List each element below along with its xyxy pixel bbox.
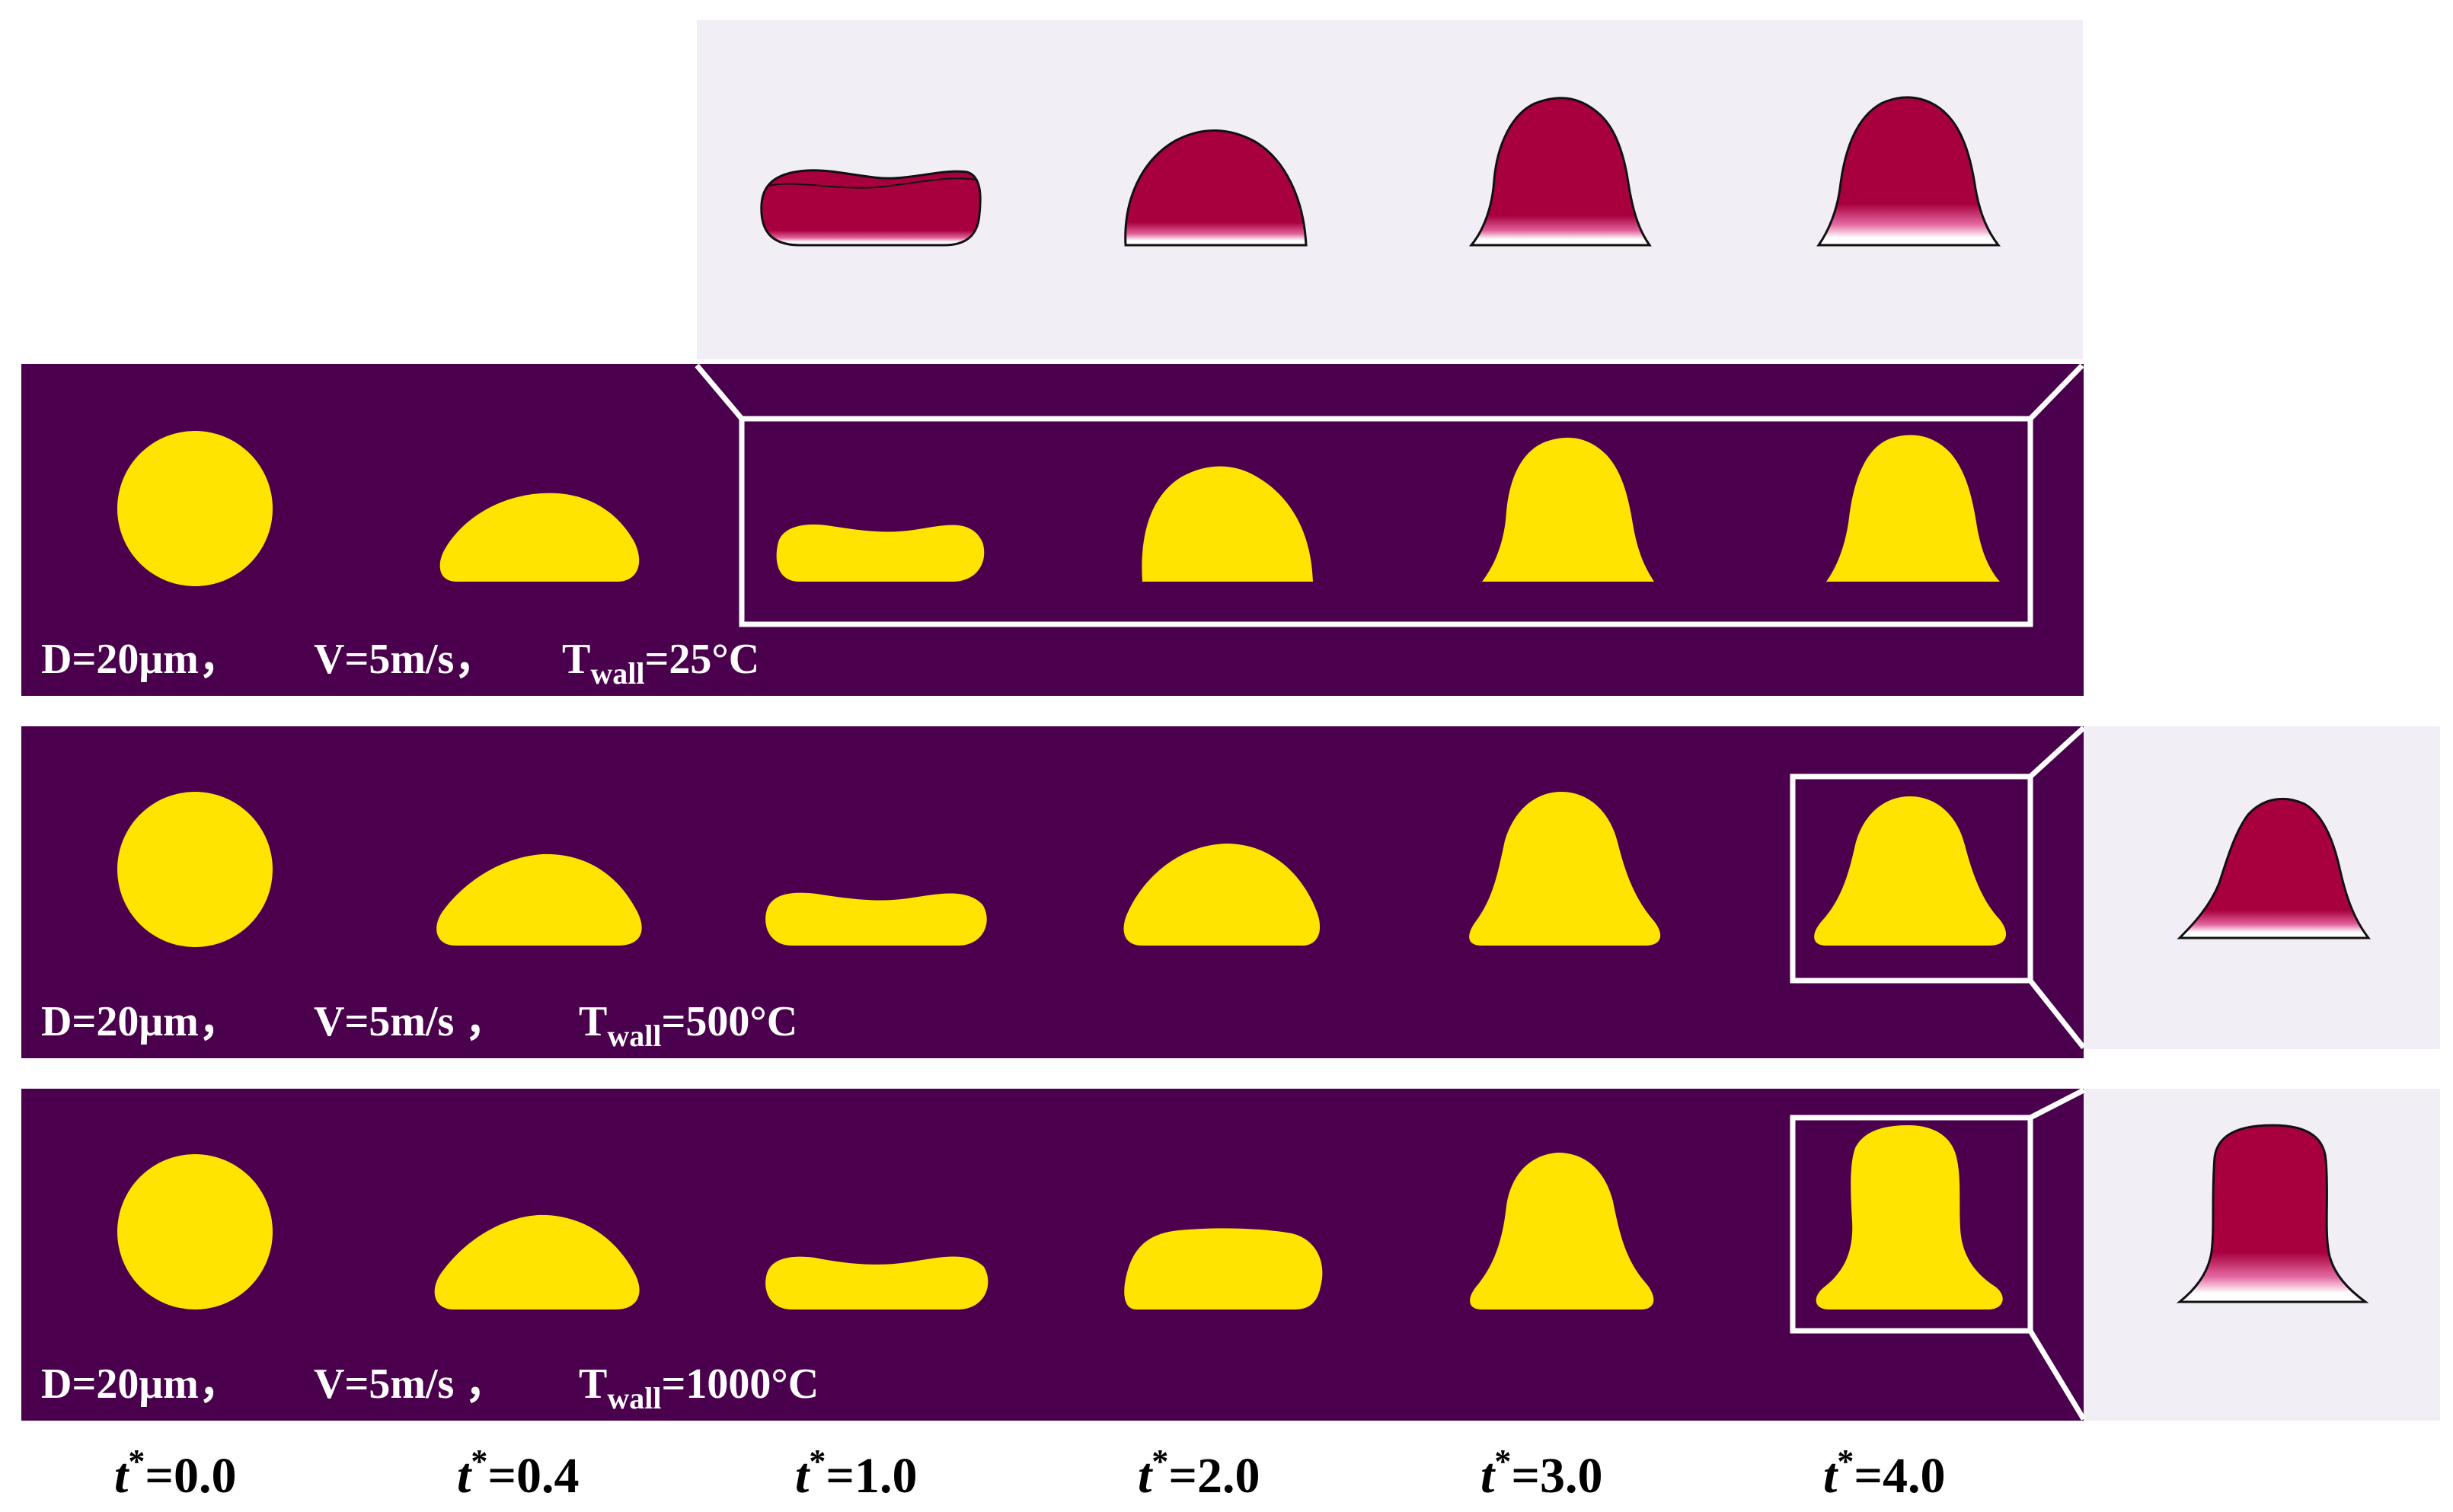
top-inset (697, 20, 2083, 359)
time-label-2-symbol: t (795, 1448, 810, 1504)
row-2-background (21, 726, 2084, 1058)
row-1-label: D=20μm， V=5m/s， Twall=25°C (41, 636, 759, 691)
row-1-diameter: D=20μm， (41, 636, 241, 683)
droplet-r1-t30 (1482, 437, 1654, 582)
row-3-t-subscript: wall (607, 1381, 661, 1415)
row-3-t-symbol: T (579, 1360, 607, 1408)
droplet-r2-t04 (436, 853, 642, 946)
zoom-frame-row-2 (1790, 774, 2033, 984)
droplet-r3-t04 (434, 1214, 640, 1309)
time-label-0-sup: * (128, 1443, 145, 1480)
zoom-connector-2-bottom (2028, 978, 2086, 1050)
droplet-r2-t10 (765, 892, 987, 946)
time-label-2-value: =1.0 (826, 1448, 917, 1504)
time-label-3-value: =2.0 (1168, 1448, 1260, 1504)
droplet-r1-t20 (1142, 466, 1313, 582)
row-2-temperature: =500°C (661, 998, 797, 1045)
time-label-1-sup: * (471, 1443, 487, 1480)
time-label-4: t*=3.0 (1480, 1443, 1602, 1504)
inset-droplet-4 (1816, 96, 2001, 247)
row-2-diameter: D=20μm， (41, 998, 241, 1045)
droplet-r1-t40 (1826, 435, 2000, 582)
time-label-1-value: =0.4 (487, 1448, 579, 1504)
inset-droplet-2 (1124, 129, 1308, 247)
time-label-5-symbol: t (1823, 1448, 1838, 1504)
time-label-3-sup: * (1151, 1443, 1168, 1480)
row-panel-2: D=20μm， V=5m/s ， Twall=500°C (21, 726, 2440, 1058)
time-label-2: t*=1.0 (795, 1443, 917, 1504)
time-label-3: t*=2.0 (1138, 1443, 1260, 1504)
row-2-velocity: V=5m/s ， (314, 998, 507, 1045)
row-1-t-subscript: wall (590, 656, 644, 691)
droplet-r2-t40 (1814, 796, 2007, 946)
zoom-frame-row-1 (739, 416, 2033, 627)
time-label-1: t*=0.4 (457, 1443, 579, 1504)
zoom-frame-row-3 (1790, 1115, 2033, 1334)
droplet-r2-t0 (117, 792, 273, 947)
time-label-5-value: =4.0 (1854, 1448, 1945, 1504)
zoom-connector-3-top (2029, 1087, 2085, 1121)
time-label-2-sup: * (809, 1443, 826, 1480)
time-label-0-value: =0.0 (145, 1448, 236, 1504)
droplet-r1-t04 (439, 493, 640, 582)
row-2-label: D=20μm， V=5m/s ， Twall=500°C (41, 998, 797, 1053)
row-panel-1: D=20μm， V=5m/s， Twall=25°C (21, 363, 2084, 696)
droplet-r3-t0 (117, 1154, 273, 1309)
inset-droplet-3 (1468, 97, 1652, 247)
row-3-velocity: V=5m/s ， (314, 1360, 507, 1408)
row-1-temperature: =25°C (644, 636, 759, 683)
time-label-0: t*=0.0 (114, 1443, 236, 1504)
droplet-r3-t20 (1124, 1228, 1323, 1309)
row-3-temperature: =1000°C (661, 1360, 819, 1408)
zoom-connector-3-bottom (2028, 1329, 2086, 1421)
time-label-3-symbol: t (1138, 1448, 1153, 1504)
time-label-5-sup: * (1837, 1443, 1854, 1480)
row-2-t-subscript: wall (607, 1019, 661, 1053)
time-label-4-value: =3.0 (1511, 1448, 1602, 1504)
droplet-r1-t10 (776, 524, 985, 582)
right-inset-2-droplet (2177, 797, 2372, 939)
time-label-1-symbol: t (457, 1448, 472, 1504)
row-3-label: D=20μm， V=5m/s ， Twall=1000°C (41, 1360, 819, 1415)
time-label-4-sup: * (1494, 1443, 1511, 1480)
time-label-4-symbol: t (1480, 1448, 1496, 1504)
zoom-connector-right (2028, 363, 2084, 421)
droplet-r1-t0 (117, 431, 273, 586)
row-panel-3: D=20μm， V=5m/s ， Twall=1000°C (21, 1087, 2440, 1421)
row-3-diameter: D=20μm， (41, 1360, 241, 1408)
inset-droplet-1-inner-line (768, 177, 977, 189)
time-label-5: t*=4.0 (1823, 1443, 1945, 1504)
zoom-connector-left (695, 363, 744, 421)
zoom-connector-2-top (2028, 726, 2086, 779)
inset-droplet-1 (760, 169, 982, 247)
row-2-t-symbol: T (579, 998, 607, 1045)
row-1-t-symbol: T (562, 636, 590, 683)
droplet-r2-t30 (1469, 792, 1661, 946)
time-label-0-symbol: t (114, 1448, 129, 1504)
droplet-r3-t10 (765, 1256, 989, 1309)
time-axis-labels: t*=0.0 t*=0.4 t*=1.0 t*=2.0 t*=3.0 t*=4.… (114, 1443, 1945, 1504)
row-1-velocity: V=5m/s， (314, 636, 497, 683)
row-3-background (21, 1089, 2084, 1421)
droplet-r3-t30 (1470, 1153, 1654, 1309)
right-inset-3-droplet (2176, 1124, 2369, 1303)
droplet-r3-t40 (1816, 1125, 2003, 1309)
droplet-r2-t20 (1123, 844, 1321, 946)
